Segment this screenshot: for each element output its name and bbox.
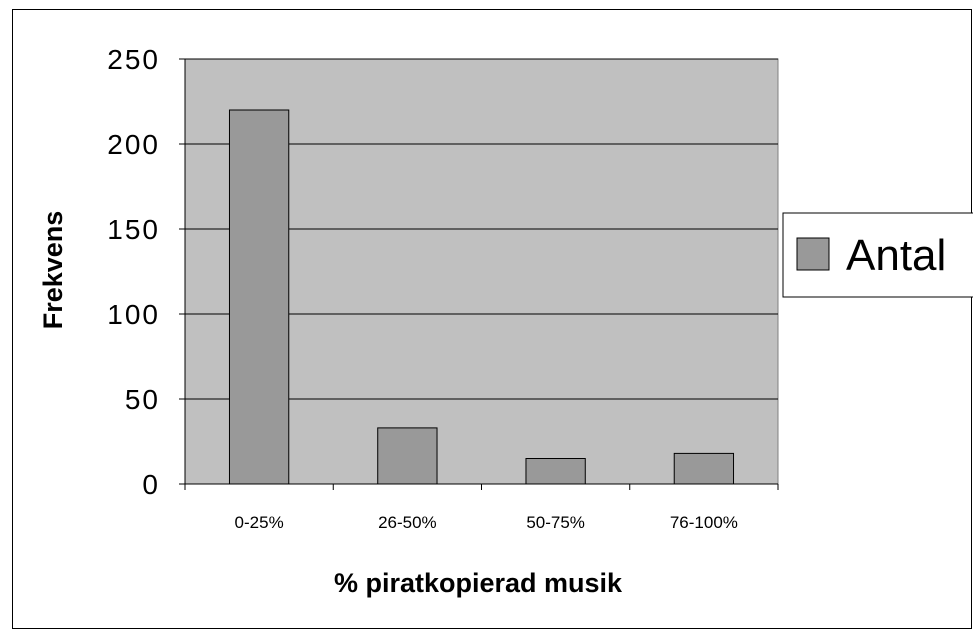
y-tick-label: 150: [107, 214, 160, 245]
legend-label: Antal: [846, 231, 946, 280]
x-tick-label: 50-75%: [526, 513, 585, 532]
x-ticks: 0-25% 26-50% 50-75% 76-100%: [184, 484, 779, 532]
y-ticks: 0 50 100 150 200 250: [107, 44, 185, 500]
y-tick-label: 50: [125, 384, 160, 415]
y-tick-label: 100: [107, 299, 160, 330]
y-tick-label: 200: [107, 129, 160, 160]
bar-chart: 0 50 100 150 200 250 0-25% 26-50% 50-75% 76-100%…: [38, 44, 973, 598]
y-tick-label: 0: [142, 469, 160, 500]
bar-76-100%: [673, 452, 735, 485]
x-axis-title: % piratkopierad musik: [334, 568, 623, 598]
bar-0-25%: [228, 109, 290, 485]
bar-50-75%: [525, 458, 586, 485]
bar-26-50%: [377, 427, 438, 485]
x-tick-label: 76-100%: [670, 513, 738, 532]
x-tick-label: 0-25%: [235, 513, 284, 532]
y-tick-label: 250: [107, 44, 160, 75]
y-axis-title: Frekvens: [38, 211, 68, 330]
legend-swatch: [796, 237, 830, 271]
x-tick-label: 26-50%: [378, 513, 437, 532]
bars: [228, 109, 735, 485]
legend: Antal: [782, 212, 973, 298]
